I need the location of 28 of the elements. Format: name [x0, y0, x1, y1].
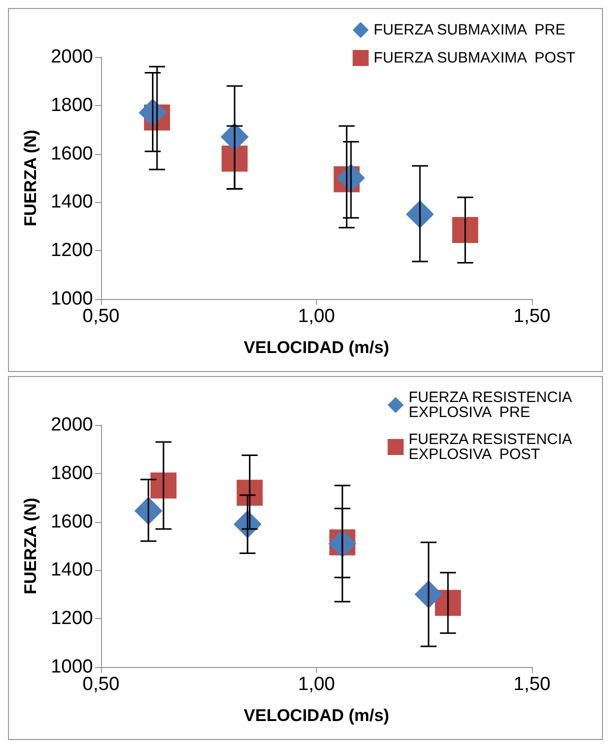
y-axis-title: FUERZA (N)	[21, 498, 40, 594]
legend-label: FUERZA RESISTENCIA EXPLOSIVA POST	[408, 431, 576, 463]
x-tick-label: 1,00	[298, 674, 335, 695]
point	[406, 200, 434, 228]
y-tick-label: 1600	[50, 511, 93, 532]
x-tick-label: 1,50	[514, 306, 550, 327]
y-tick-label: 1800	[50, 462, 93, 484]
y-tick-label: 2000	[50, 46, 93, 68]
y-tick-label: 1200	[50, 240, 93, 262]
point	[150, 472, 176, 498]
y-tick-label: 1400	[50, 192, 93, 213]
y-tick-label: 1800	[50, 94, 93, 116]
y-tick-label: 1200	[50, 608, 93, 630]
point	[414, 580, 443, 608]
y-axis-title: FUERZA (N)	[21, 130, 40, 226]
y-tick-label: 2000	[50, 414, 93, 436]
point	[236, 480, 263, 506]
legend-label: FUERZA SUBMAXIMA POST	[374, 50, 576, 66]
y-tick-label: 1400	[50, 560, 93, 581]
point	[452, 217, 478, 244]
x-axis-title: VELOCIDAD (m/s)	[244, 706, 390, 725]
y-tick-label: 1600	[50, 143, 93, 164]
x-tick-label: 1,00	[298, 306, 335, 327]
legend-label: FUERZA RESISTENCIA EXPLOSIVA PRE	[408, 389, 576, 421]
point	[222, 146, 248, 172]
x-tick-label: 1,50	[514, 674, 550, 695]
x-axis-title: VELOCIDAD (m/s)	[244, 338, 390, 357]
legend-label: FUERZA SUBMAXIMA PRE	[374, 22, 566, 38]
